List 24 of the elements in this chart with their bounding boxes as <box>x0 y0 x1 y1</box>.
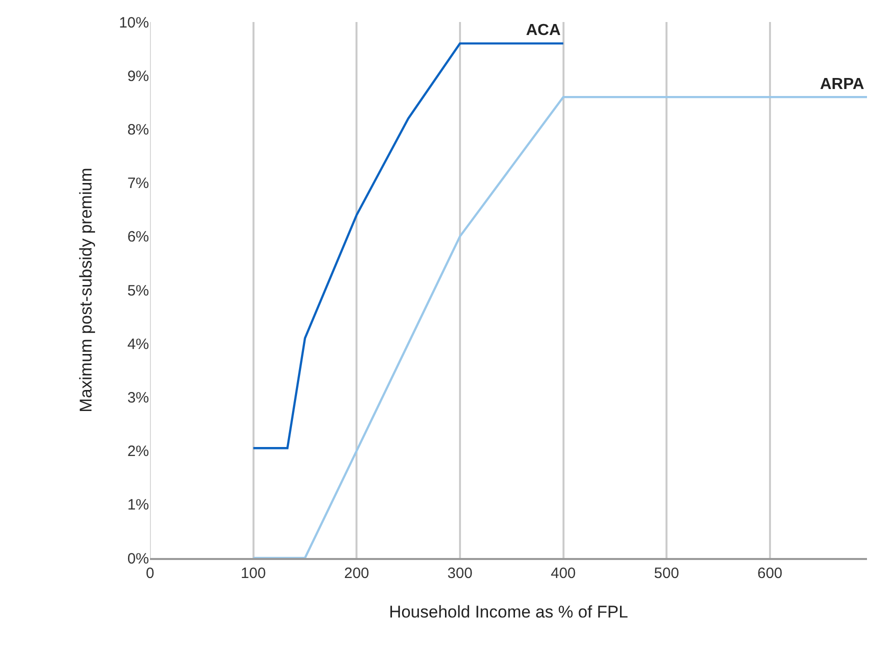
x-axis-title: Household Income as % of FPL <box>388 602 628 622</box>
y-tick-label: 4% <box>127 336 149 353</box>
y-tick-label: 9% <box>127 68 149 85</box>
y-tick-label: 7% <box>127 175 149 192</box>
x-tick-label: 600 <box>757 564 782 582</box>
y-tick-label: 1% <box>127 496 149 514</box>
x-tick-label: 300 <box>447 564 472 582</box>
x-tick-label: 100 <box>240 564 266 582</box>
y-tick-label: 6% <box>127 228 149 246</box>
x-tick-label: 400 <box>550 564 576 582</box>
y-tick-label: 8% <box>127 121 149 138</box>
series-label: ARPA <box>820 76 865 93</box>
x-tick-label: 200 <box>344 564 370 582</box>
series-label: ACA <box>526 22 562 39</box>
y-tick-label: 0% <box>127 550 149 568</box>
y-tick-label: 3% <box>127 389 149 406</box>
x-tick-label: 0 <box>146 564 154 582</box>
line-series <box>252 96 867 558</box>
y-axis-title: Maximum post-subsidy premium <box>76 168 96 412</box>
x-tick-label: 500 <box>654 564 680 582</box>
y-tick-label: 2% <box>127 443 149 460</box>
y-tick-label: 10% <box>118 14 149 32</box>
line-series <box>252 42 564 450</box>
y-tick-label: 5% <box>127 282 149 300</box>
